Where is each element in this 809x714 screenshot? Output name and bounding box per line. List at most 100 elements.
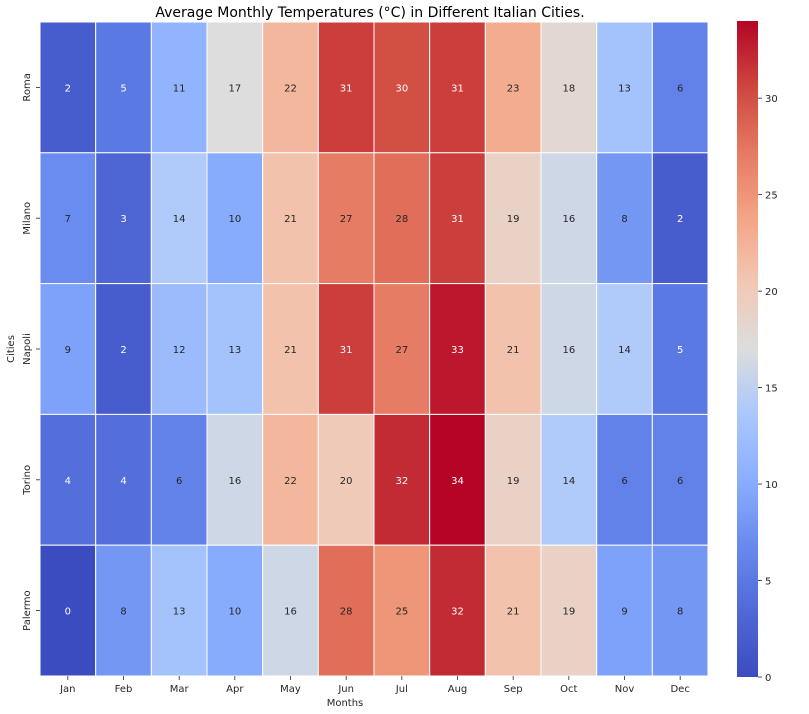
- cell-value-label: 21: [284, 214, 297, 225]
- heatmap-cell-torino-jul: [373, 413, 431, 546]
- y-tick-label: Napoli: [22, 333, 33, 365]
- heatmap-cell-roma-dec: [651, 21, 709, 154]
- colorbar-tick-label: 20: [765, 287, 778, 298]
- cell-value-label: 4: [120, 476, 126, 487]
- cell-value-label: 9: [621, 607, 627, 618]
- cell-value-label: 8: [120, 607, 126, 618]
- heatmap-cell-palermo-jun: [317, 544, 375, 677]
- cell-value-label: 31: [451, 83, 464, 94]
- heatmap-cell-roma-mar: [150, 21, 208, 154]
- cell-value-label: 32: [395, 476, 408, 487]
- heatmap-cell-roma-feb: [95, 21, 152, 154]
- cell-value-label: 25: [395, 607, 408, 618]
- cell-value-label: 19: [562, 607, 575, 618]
- heatmap-cell-napoli-jul: [373, 283, 431, 415]
- cell-value-label: 6: [677, 83, 683, 94]
- chart-title: Average Monthly Temperatures (°C) in Dif…: [155, 5, 584, 21]
- colorbar-tick-label: 0: [765, 673, 771, 684]
- heatmap-cell-torino-mar: [150, 413, 208, 546]
- heatmap-cell-milano-jan: [39, 152, 97, 285]
- heatmap-cell-milano-jun: [317, 152, 375, 285]
- x-tick-label: Oct: [560, 684, 577, 695]
- heatmap-cell-roma-jun: [317, 21, 375, 154]
- heatmap-cell-napoli-may: [262, 283, 319, 415]
- cell-value-label: 22: [284, 83, 297, 94]
- colorbar: [737, 21, 758, 677]
- heatmap-cell-milano-aug: [429, 152, 486, 285]
- heatmap-cell-palermo-mar: [150, 544, 208, 677]
- heatmap-cell-torino-feb: [95, 413, 152, 546]
- heatmap-cell-milano-nov: [596, 152, 653, 285]
- cell-value-label: 19: [507, 214, 520, 225]
- heatmap-cell-torino-jan: [39, 413, 97, 546]
- heatmap-cell-milano-dec: [651, 152, 709, 285]
- cell-value-label: 16: [562, 345, 575, 356]
- cell-value-label: 11: [173, 83, 186, 94]
- heatmap-cell-napoli-nov: [596, 283, 653, 415]
- cell-value-label: 5: [677, 345, 683, 356]
- heatmap-cell-palermo-nov: [596, 544, 653, 677]
- heatmap-cell-roma-aug: [429, 21, 486, 154]
- heatmap-cell-milano-feb: [95, 152, 152, 285]
- cell-value-label: 13: [173, 607, 186, 618]
- colorbar-tick-label: 10: [765, 480, 778, 491]
- heatmap-cell-roma-may: [262, 21, 319, 154]
- heatmap-cells: [39, 21, 709, 677]
- cell-annotations: 2 5 11 17 22 31 30 31 23 18 13 67 3 14 10 21 27 28 31 19 16 8…: [65, 83, 684, 617]
- colorbar-ticks: 0 5 10 15 20 25 30: [758, 94, 778, 684]
- heatmap-cell-napoli-jan: [39, 283, 97, 415]
- x-tick-label: May: [280, 684, 301, 695]
- colorbar-tick-label: 30: [765, 94, 778, 105]
- cell-value-label: 31: [340, 83, 353, 94]
- cell-value-label: 14: [618, 345, 631, 356]
- cell-value-label: 10: [228, 214, 241, 225]
- cell-value-label: 12: [173, 345, 186, 356]
- y-tick-label: Roma: [22, 73, 33, 102]
- heatmap-cell-torino-dec: [651, 413, 709, 546]
- heatmap-cell-torino-sep: [484, 413, 542, 546]
- heatmap-cell-torino-oct: [540, 413, 598, 546]
- heatmap-cell-milano-jul: [373, 152, 431, 285]
- y-axis-label: Cities: [6, 335, 17, 363]
- cell-value-label: 27: [340, 214, 353, 225]
- cell-value-label: 28: [395, 214, 408, 225]
- cell-value-label: 8: [621, 214, 627, 225]
- heatmap-cell-roma-oct: [540, 21, 598, 154]
- cell-value-label: 4: [65, 476, 71, 487]
- colorbar-tick-label: 15: [765, 384, 778, 395]
- heatmap-cell-napoli-apr: [206, 283, 264, 415]
- x-tick-label: Jun: [337, 684, 354, 695]
- x-tick-label: Jul: [395, 684, 408, 695]
- x-tick-label: Apr: [226, 684, 244, 695]
- cell-value-label: 14: [562, 476, 575, 487]
- cell-value-label: 21: [284, 345, 297, 356]
- x-tick-label: Aug: [448, 684, 468, 695]
- cell-value-label: 13: [228, 345, 241, 356]
- x-tick-label: Dec: [670, 684, 689, 695]
- heatmap-cell-milano-sep: [484, 152, 542, 285]
- cell-value-label: 17: [228, 83, 241, 94]
- cell-value-label: 23: [507, 83, 520, 94]
- cell-value-label: 32: [451, 607, 464, 618]
- heatmap-cell-milano-apr: [206, 152, 264, 285]
- heatmap-cell-palermo-aug: [429, 544, 486, 677]
- cell-value-label: 21: [507, 345, 520, 356]
- cell-value-label: 27: [395, 345, 408, 356]
- y-tick-label: Palermo: [22, 590, 33, 630]
- y-tick-label: Milano: [22, 202, 33, 235]
- cell-value-label: 16: [562, 214, 575, 225]
- cell-value-label: 7: [65, 214, 71, 225]
- heatmap-cell-torino-jun: [317, 413, 375, 546]
- cell-value-label: 14: [173, 214, 186, 225]
- heatmap-cell-milano-may: [262, 152, 319, 285]
- cell-value-label: 9: [65, 345, 71, 356]
- cell-value-label: 8: [677, 607, 683, 618]
- cell-value-label: 34: [451, 476, 464, 487]
- heatmap-cell-napoli-mar: [150, 283, 208, 415]
- cell-value-label: 21: [507, 607, 520, 618]
- cell-value-label: 10: [228, 607, 241, 618]
- cell-value-label: 18: [562, 83, 575, 94]
- cell-value-label: 22: [284, 476, 297, 487]
- x-tick-label: Nov: [615, 684, 635, 695]
- cell-value-label: 13: [618, 83, 631, 94]
